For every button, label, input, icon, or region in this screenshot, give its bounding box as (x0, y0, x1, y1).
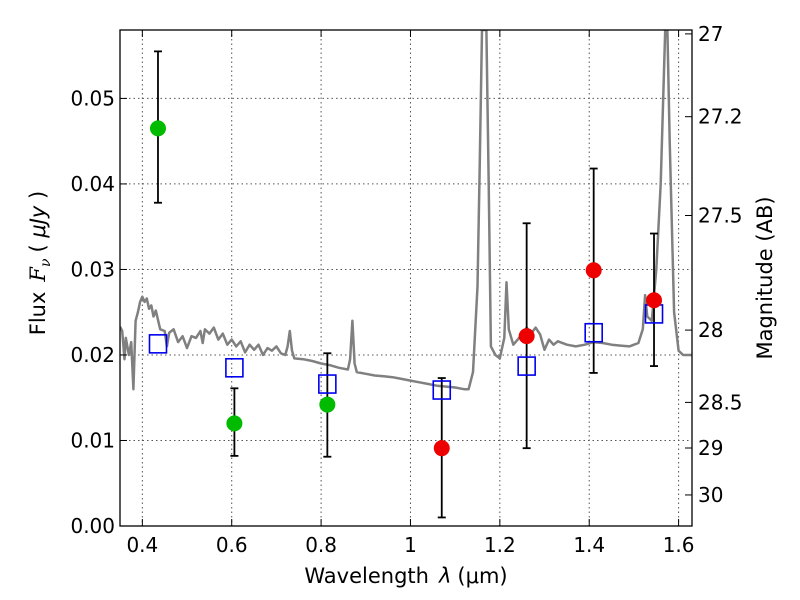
plot-frame (119, 29, 693, 527)
x-axis-label: Wavelength λ (μm) (304, 564, 507, 588)
model-square-marker (584, 322, 603, 343)
red-data-point (585, 262, 602, 279)
y2-tick-label: 27.2 (698, 105, 743, 129)
y-tick-label: 0.05 (70, 86, 115, 110)
grid (120, 30, 692, 526)
green-data-point (226, 415, 243, 432)
x-tick-label: 1.4 (573, 533, 605, 557)
y2-axis-label: Magnitude (AB) (753, 196, 777, 359)
x-tick-label: 1.2 (484, 533, 516, 557)
model-spectrum-line (120, 30, 692, 391)
green-data-point (319, 396, 336, 413)
y2-tick-label: 28 (698, 318, 723, 342)
red-data-point (433, 440, 450, 457)
y-tick-label: 0.00 (70, 514, 115, 538)
y2-tick-label: 27 (698, 22, 723, 46)
model-square-marker (225, 357, 244, 378)
model-square-marker (517, 356, 536, 376)
x-tick-label: 0.8 (305, 533, 337, 557)
red-data-point (518, 328, 535, 345)
x-tick-label: 0.4 (126, 533, 158, 557)
x-tick-label: 1 (404, 533, 417, 557)
y-axis-label: FluxFν( μJy ) (26, 191, 54, 335)
y2-tick-label: 28.5 (698, 390, 743, 414)
green-data-point (149, 120, 166, 137)
axis-ticks: 0.4 0.6 0.8 1 1.2 1.4 1.6 0.00 0.01 0.02 0.03 0.04 0… (70, 22, 742, 557)
red-data-point (646, 292, 663, 309)
y-tick-label: 0.01 (70, 428, 115, 452)
x-tick-label: 1.6 (663, 533, 695, 557)
plot-area (120, 30, 692, 519)
y2-tick-label: 27.5 (698, 204, 743, 228)
y-tick-label: 0.04 (70, 172, 115, 196)
y-tick-label: 0.03 (70, 257, 115, 281)
y2-tick-label: 30 (698, 483, 723, 507)
x-tick-label: 0.6 (216, 533, 248, 557)
y2-tick-label: 29 (698, 436, 723, 460)
model-square-marker (318, 374, 337, 394)
model-square-marker (148, 334, 168, 354)
y-tick-label: 0.02 (70, 343, 115, 367)
model-square-marker (432, 380, 452, 400)
